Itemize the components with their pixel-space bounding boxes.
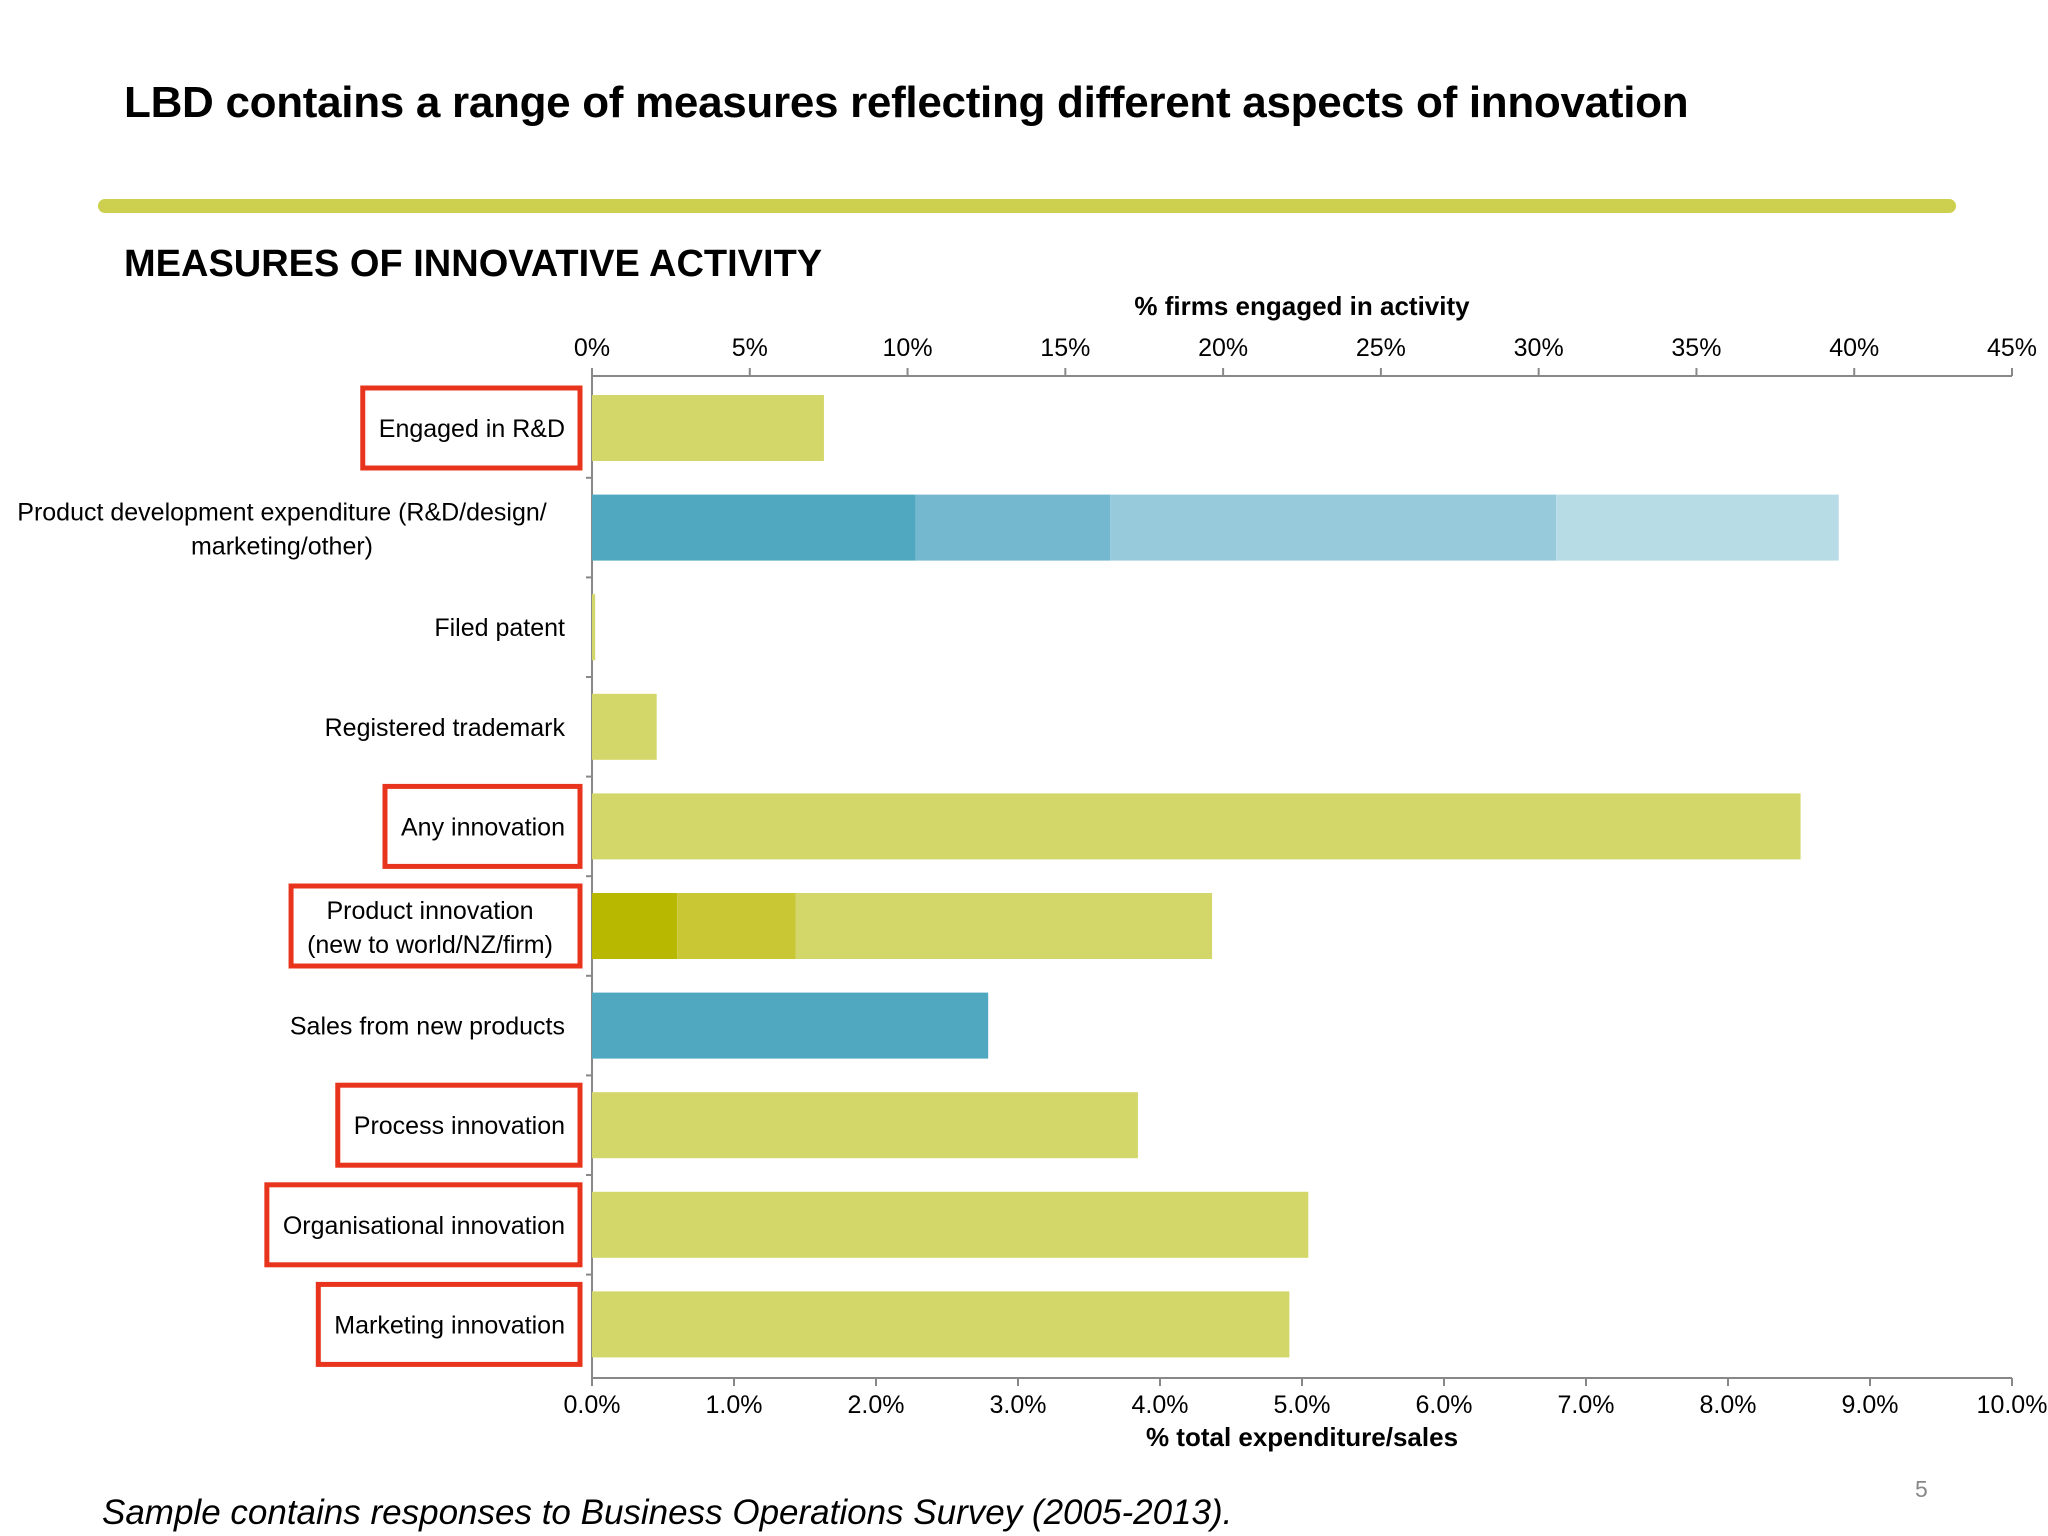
category-label-line: marketing/other) — [191, 533, 373, 561]
bottom-axis-tick-label: 4.0% — [1132, 1391, 1189, 1419]
category-label: Registered trademark — [325, 714, 566, 742]
bottom-axis-tick-label: 6.0% — [1416, 1391, 1473, 1419]
bar-segment — [677, 893, 796, 959]
top-axis-tick-label: 20% — [1198, 334, 1248, 362]
bar-segment — [592, 893, 678, 959]
top-axis-title: % firms engaged in activity — [1134, 291, 1470, 321]
bottom-axis-tick-label: 2.0% — [848, 1391, 905, 1419]
category-label: Process innovation — [354, 1112, 565, 1140]
category-label-line: Product innovation — [326, 897, 533, 925]
bottom-axis-tick-label: 1.0% — [706, 1391, 763, 1419]
category-label: Organisational innovation — [283, 1212, 565, 1240]
highlight-box — [264, 1182, 583, 1268]
bar-segment — [1110, 494, 1557, 561]
category-label: Filed patent — [434, 614, 565, 642]
category-label: Marketing innovation — [334, 1311, 565, 1339]
bar-segment — [592, 594, 596, 661]
bar-segment — [592, 1092, 1138, 1159]
page-number: 5 — [1915, 1476, 1928, 1502]
bottom-axis-tick-label: 7.0% — [1558, 1391, 1615, 1419]
category-label: Engaged in R&D — [379, 415, 565, 443]
bar-segment — [795, 893, 1213, 959]
bottom-axis-tick-label: 5.0% — [1274, 1391, 1331, 1419]
top-axis-tick-label: 15% — [1040, 334, 1090, 362]
top-axis-tick-label: 25% — [1356, 334, 1406, 362]
bottom-axis-tick-label: 9.0% — [1842, 1391, 1899, 1419]
bar-segment — [592, 992, 989, 1059]
bottom-axis-tick-label: 8.0% — [1700, 1391, 1757, 1419]
category-label-line: Product development expenditure (R&D/des… — [17, 499, 547, 527]
highlight-box — [360, 385, 583, 471]
bar-segment — [592, 1191, 1309, 1258]
top-axis-tick-label: 10% — [883, 334, 933, 362]
highlight-box — [382, 783, 583, 869]
footnote: Sample contains responses to Business Op… — [102, 1493, 1233, 1532]
top-axis-tick-label: 0% — [574, 334, 610, 362]
bar-segment — [915, 494, 1111, 561]
title-divider — [98, 199, 1956, 213]
bottom-axis-tick-label: 0.0% — [564, 1391, 621, 1419]
top-axis-tick-label: 30% — [1514, 334, 1564, 362]
highlight-box — [288, 883, 583, 969]
bar-segment — [592, 693, 657, 760]
bar-segment — [592, 1291, 1290, 1358]
top-axis-tick-label: 45% — [1987, 334, 2037, 362]
bar-segment — [592, 494, 916, 561]
category-labels: Engaged in R&D Product development expend… — [17, 385, 583, 1367]
top-axis-tick-label: 40% — [1829, 334, 1879, 362]
top-axis-tick-label: 35% — [1671, 334, 1721, 362]
bar-segment — [1556, 494, 1839, 561]
category-label: Product innovation (new to world/NZ/firm) — [307, 897, 553, 959]
bar-segment — [592, 793, 1801, 860]
category-label-line: (new to world/NZ/firm) — [307, 931, 553, 959]
bottom-axis: 0.0% 1.0% 2.0% 3.0% 4.0% 5.0% 6.0% 7.0% 8.0% 9.0%… — [564, 1377, 2048, 1419]
category-label: Product development expenditure (R&D/des… — [17, 499, 547, 561]
highlight-box — [335, 1082, 583, 1168]
page-title: LBD contains a range of measures reflect… — [124, 78, 1689, 127]
section-title: MEASURES OF INNOVATIVE ACTIVITY — [124, 243, 823, 285]
bars — [592, 395, 1839, 1358]
bottom-axis-tick-label: 3.0% — [990, 1391, 1047, 1419]
category-label: Sales from new products — [290, 1013, 565, 1041]
category-label: Any innovation — [401, 813, 565, 841]
bar-segment — [592, 395, 824, 461]
top-axis-tick-label: 5% — [732, 334, 768, 362]
highlight-box — [315, 1281, 583, 1367]
bottom-axis-title: % total expenditure/sales — [1146, 1422, 1458, 1452]
bottom-axis-tick-label: 10.0% — [1977, 1391, 2048, 1419]
